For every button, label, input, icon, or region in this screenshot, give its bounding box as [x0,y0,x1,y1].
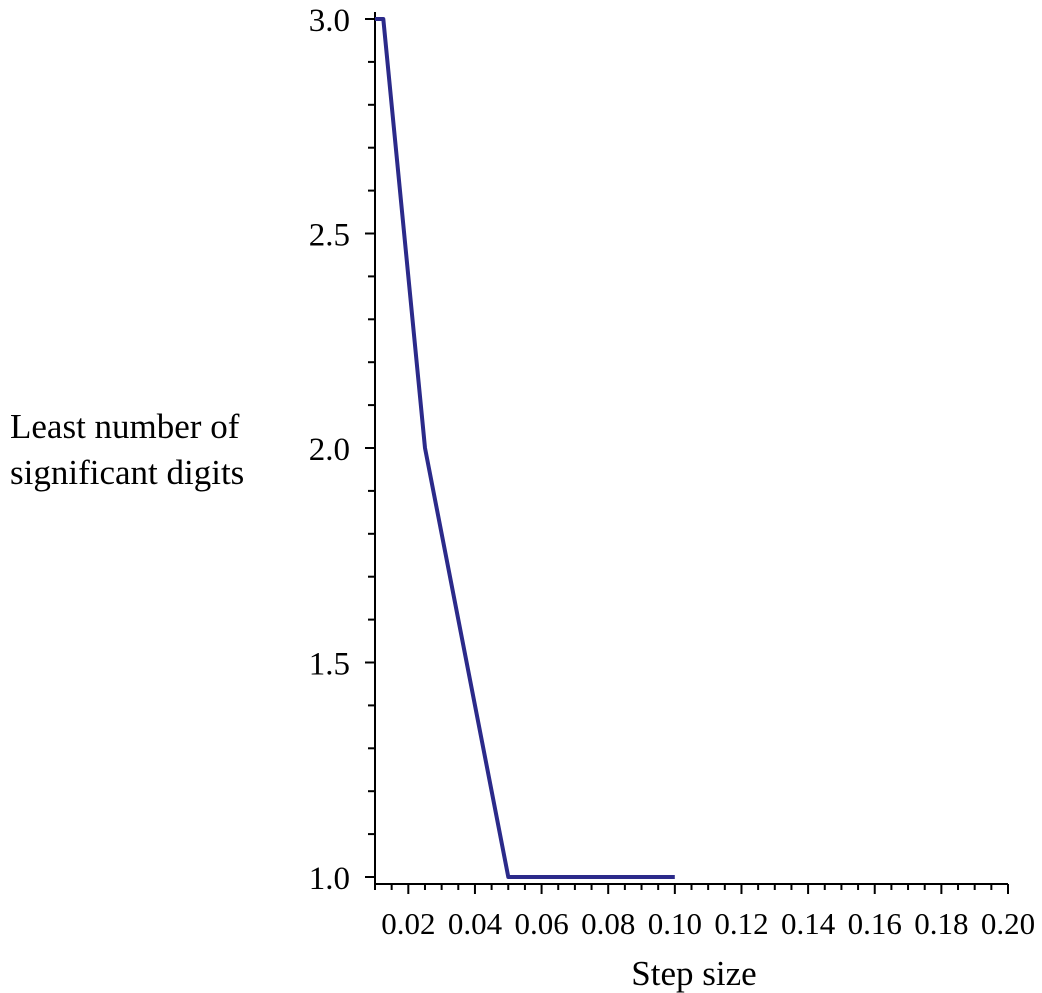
x-tick-label: 0.08 [581,906,635,941]
y-tick-label: 3.0 [309,3,350,39]
x-tick-label: 0.06 [514,906,568,941]
x-tick-label: 0.20 [981,906,1035,941]
y-axis-label-line-2: significant digits [10,453,245,492]
series-line [375,17,675,879]
y-tick-label: 2.0 [309,432,350,468]
y-tick-label: 2.5 [309,218,350,254]
y-tick-label: 1.0 [309,861,350,897]
axes: 1.0 1.5 2.0 2.5 3.0 0.02 0.04 0.06 0.08 0.10 0.12 0… [309,3,1035,941]
x-tick-label: 0.18 [914,906,968,941]
x-tick-label: 0.16 [848,906,902,941]
x-tick-label: 0.10 [648,906,702,941]
x-axis-label: Step size [631,954,756,993]
y-axis-label-line-1: Least number of [10,407,240,446]
x-tick-label: 0.14 [781,906,836,941]
y-tick-label: 1.5 [309,647,350,683]
series-layer [375,17,675,879]
x-tick-label: 0.02 [381,906,435,941]
x-tick-label: 0.12 [714,906,768,941]
x-tick-label: 0.04 [448,906,503,941]
